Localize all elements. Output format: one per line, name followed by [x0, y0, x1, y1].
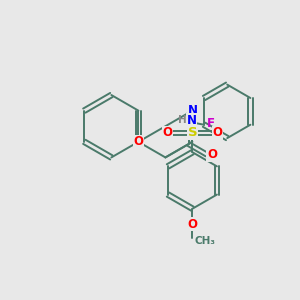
Text: CH₃: CH₃ — [195, 236, 216, 246]
Text: O: O — [213, 126, 223, 140]
Text: O: O — [162, 126, 172, 140]
Text: S: S — [188, 126, 197, 140]
Text: N: N — [188, 104, 197, 117]
Text: O: O — [188, 218, 197, 231]
Text: H: H — [178, 115, 186, 125]
Text: O: O — [134, 135, 143, 148]
Text: O: O — [207, 148, 217, 161]
Text: F: F — [207, 117, 214, 130]
Text: N: N — [187, 114, 196, 127]
